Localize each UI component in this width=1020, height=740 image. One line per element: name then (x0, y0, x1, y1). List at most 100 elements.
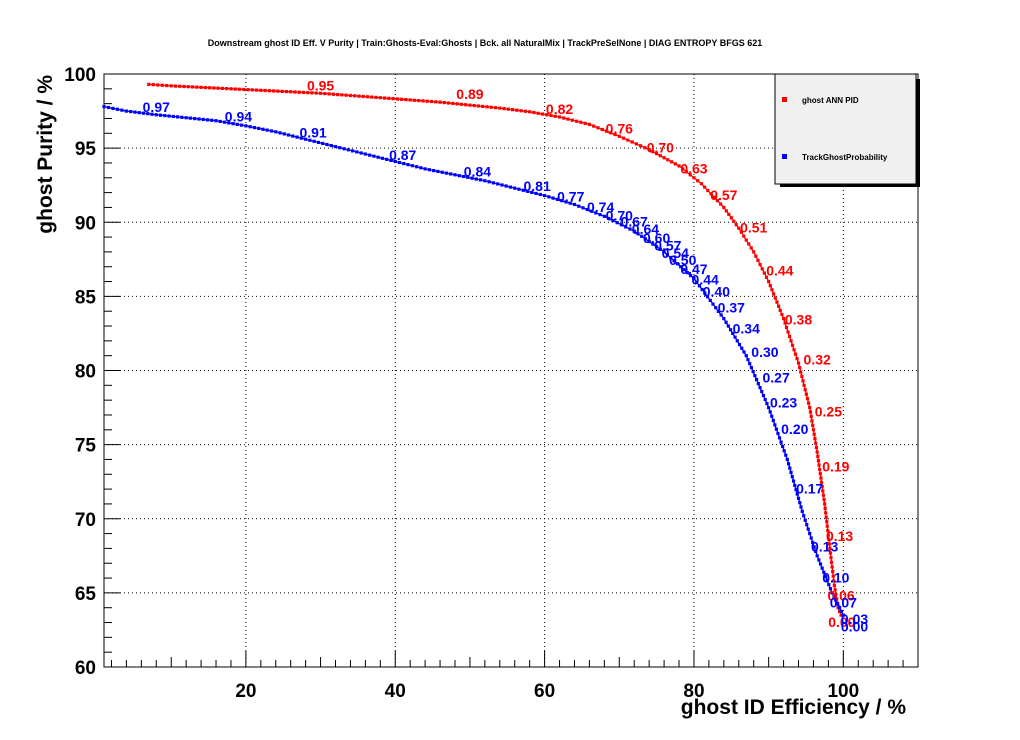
data-point (806, 401, 811, 405)
data-point (760, 389, 764, 394)
data-point (301, 90, 306, 95)
data-point (536, 111, 540, 115)
threshold-label: 0.74 (587, 199, 614, 215)
data-point (662, 156, 666, 160)
data-point (583, 121, 587, 125)
data-point (481, 104, 485, 109)
data-point (500, 183, 504, 187)
data-point (828, 551, 833, 555)
data-point (621, 136, 626, 140)
data-point (592, 124, 596, 128)
data-point (779, 440, 783, 444)
data-point (784, 453, 788, 457)
threshold-label: 0.87 (389, 147, 416, 163)
data-point (457, 174, 461, 178)
data-point (432, 168, 436, 173)
data-point (453, 173, 457, 177)
data-point (325, 142, 329, 147)
y-tick-label: 95 (75, 139, 97, 160)
data-point (338, 146, 342, 150)
data-point (348, 93, 353, 98)
data-point (823, 574, 828, 579)
data-point (269, 129, 274, 133)
data-point (150, 112, 154, 116)
data-point (771, 418, 775, 423)
data-point (102, 105, 106, 109)
data-point (124, 109, 129, 113)
data-point (785, 457, 789, 462)
data-point (796, 361, 801, 365)
data-point (748, 362, 752, 366)
data-point (506, 107, 510, 111)
data-point (699, 182, 704, 186)
data-point (824, 515, 828, 519)
data-point (391, 97, 395, 101)
data-point (361, 94, 365, 99)
data-point (216, 86, 220, 90)
data-point (163, 114, 167, 118)
gridlines (104, 74, 918, 667)
data-point (461, 174, 466, 179)
data-point (289, 90, 293, 94)
threshold-label: 0.40 (703, 283, 730, 299)
data-point (464, 103, 468, 107)
data-point (692, 176, 696, 180)
data-point (331, 92, 335, 96)
data-point (801, 379, 805, 383)
threshold-label: 0.76 (606, 120, 633, 136)
threshold-label: 0.44 (692, 271, 719, 287)
data-point (186, 85, 190, 89)
threshold-label: 0.50 (669, 252, 696, 268)
data-point (719, 202, 723, 206)
data-point (280, 89, 284, 93)
data-point (323, 91, 327, 96)
data-point (410, 164, 414, 168)
data-point (342, 147, 346, 151)
data-point (357, 94, 361, 98)
data-point (781, 444, 785, 449)
data-point (802, 514, 806, 518)
data-point (827, 537, 831, 542)
data-point (806, 527, 810, 531)
data-point (728, 328, 733, 332)
data-point (543, 193, 547, 198)
data-point (729, 216, 733, 220)
data-point (695, 280, 699, 284)
data-point (742, 350, 746, 354)
data-point (184, 116, 188, 120)
data-point (421, 99, 425, 103)
data-point (837, 606, 842, 610)
data-point (763, 397, 767, 402)
data-point (545, 113, 549, 117)
data-point (791, 479, 796, 483)
data-point (378, 96, 382, 100)
data-point (815, 450, 819, 454)
data-point (643, 146, 647, 150)
data-point (408, 98, 412, 102)
data-point (666, 158, 670, 162)
data-point (532, 110, 536, 115)
data-point (715, 199, 720, 203)
data-point (165, 83, 169, 88)
data-point (346, 148, 350, 152)
data-point (626, 138, 630, 142)
data-point (753, 374, 757, 378)
data-point (747, 242, 751, 246)
data-point (803, 518, 807, 522)
data-point (555, 197, 560, 201)
data-point (824, 511, 828, 515)
data-point (832, 579, 836, 583)
data-point (446, 101, 451, 105)
data-point (293, 90, 297, 94)
data-point (689, 274, 693, 278)
data-point (468, 103, 472, 107)
data-point (327, 92, 331, 96)
data-point (705, 295, 710, 299)
threshold-label: 0.13 (811, 538, 838, 554)
data-point (789, 470, 793, 475)
data-point (669, 160, 674, 164)
data-point (773, 423, 777, 427)
data-point (515, 108, 519, 112)
threshold-label: 0.19 (822, 458, 849, 474)
data-point (222, 120, 227, 124)
